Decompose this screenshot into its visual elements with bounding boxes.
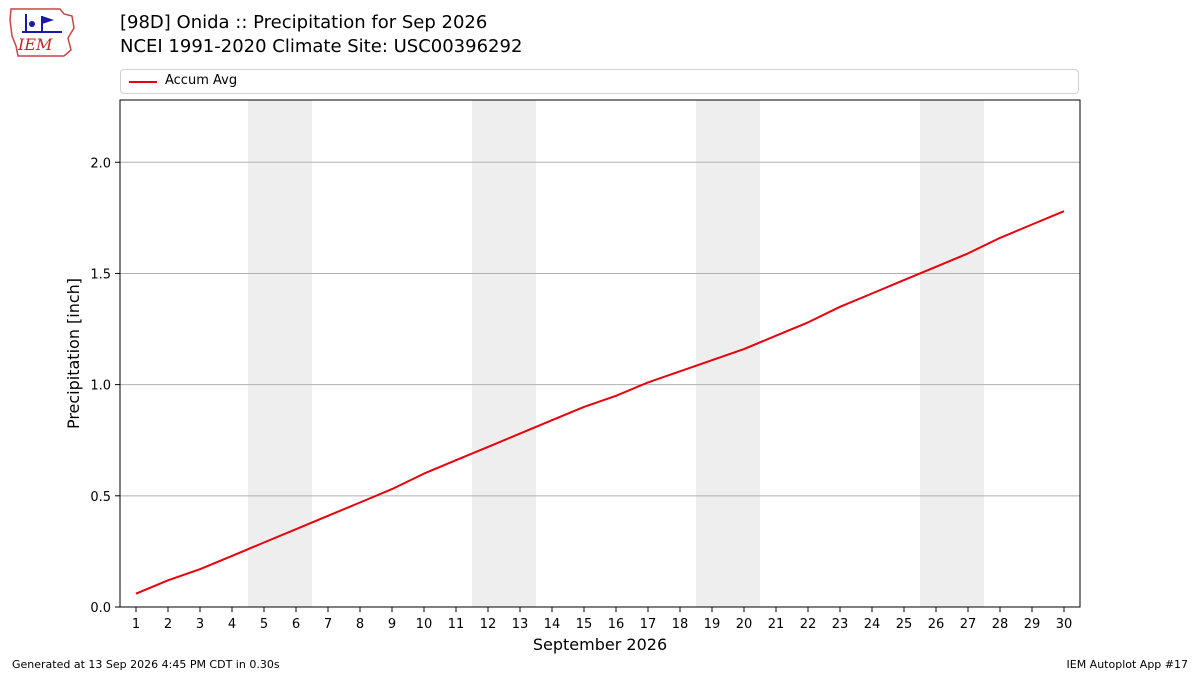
legend-label: Accum Avg xyxy=(165,73,238,88)
x-tick-label: 1 xyxy=(132,617,140,632)
x-tick-label: 15 xyxy=(576,617,593,632)
data-point xyxy=(743,348,745,350)
legend: Accum Avg xyxy=(120,69,1079,94)
footer-app-label: IEM Autoplot App #17 xyxy=(1066,658,1189,671)
data-point xyxy=(1063,210,1065,212)
x-tick-label: 3 xyxy=(196,617,204,632)
data-point xyxy=(391,488,393,490)
data-point xyxy=(903,279,905,281)
data-point xyxy=(295,528,297,530)
x-tick-label: 11 xyxy=(448,617,465,632)
y-tick-label: 1.5 xyxy=(90,267,111,282)
weekend-band xyxy=(472,100,536,607)
x-tick-label: 20 xyxy=(736,617,753,632)
weekend-band xyxy=(920,100,984,607)
x-axis-label: September 2026 xyxy=(533,635,667,654)
x-tick-label: 16 xyxy=(608,617,625,632)
data-point xyxy=(1031,224,1033,226)
y-tick-label: 0.0 xyxy=(90,601,111,616)
x-tick-label: 25 xyxy=(896,617,913,632)
chart-subtitle: NCEI 1991-2020 Climate Site: USC00396292 xyxy=(120,36,523,57)
data-point xyxy=(167,579,169,581)
data-point xyxy=(615,395,617,397)
data-point xyxy=(775,335,777,337)
x-tick-label: 2 xyxy=(164,617,172,632)
x-tick-label: 6 xyxy=(292,617,300,632)
data-point xyxy=(263,542,265,544)
data-point xyxy=(455,459,457,461)
x-tick-label: 10 xyxy=(416,617,433,632)
data-point xyxy=(711,359,713,361)
x-tick-label: 23 xyxy=(832,617,849,632)
x-tick-label: 8 xyxy=(356,617,364,632)
x-tick-label: 19 xyxy=(704,617,721,632)
x-tick-label: 22 xyxy=(800,617,817,632)
svg-text:IEM: IEM xyxy=(17,35,53,54)
x-tick-label: 29 xyxy=(1024,617,1041,632)
series-line xyxy=(135,210,1065,595)
data-point xyxy=(487,446,489,448)
data-point xyxy=(135,593,137,595)
data-point xyxy=(999,237,1001,239)
plot-frame xyxy=(119,99,1081,608)
x-tick-label: 26 xyxy=(928,617,945,632)
x-tick-label: 17 xyxy=(640,617,657,632)
x-tick-label: 7 xyxy=(324,617,332,632)
y-tick-label: 0.5 xyxy=(90,490,111,505)
x-tick-label: 28 xyxy=(992,617,1009,632)
data-point xyxy=(839,306,841,308)
x-tick-label: 14 xyxy=(544,617,561,632)
x-tick-label: 18 xyxy=(672,617,689,632)
x-tick-label: 12 xyxy=(480,617,497,632)
weekend-band xyxy=(248,100,312,607)
x-tick-label: 5 xyxy=(260,617,268,632)
data-point xyxy=(647,381,649,383)
data-point xyxy=(807,321,809,323)
chart-title: [98D] Onida :: Precipitation for Sep 202… xyxy=(120,12,488,33)
y-axis-label: Precipitation [inch] xyxy=(64,278,83,429)
x-tick-label: 4 xyxy=(228,617,236,632)
data-point xyxy=(359,501,361,503)
y-tick-label: 2.0 xyxy=(90,156,111,171)
x-tick-label: 9 xyxy=(388,617,396,632)
data-point xyxy=(871,292,873,294)
legend-swatch xyxy=(129,81,157,83)
data-point xyxy=(551,419,553,421)
x-tick-label: 24 xyxy=(864,617,881,632)
data-point xyxy=(679,370,681,372)
footer-generated-text: Generated at 13 Sep 2026 4:45 PM CDT in … xyxy=(12,658,280,671)
data-point xyxy=(199,568,201,570)
weekend-band xyxy=(696,100,760,607)
data-point xyxy=(327,515,329,517)
x-tick-label: 21 xyxy=(768,617,785,632)
iem-logo: IEM xyxy=(9,8,75,57)
data-point xyxy=(967,252,969,254)
data-point xyxy=(231,555,233,557)
x-tick-label: 13 xyxy=(512,617,529,632)
data-point xyxy=(583,406,585,408)
x-tick-label: 27 xyxy=(960,617,977,632)
data-point xyxy=(935,266,937,268)
y-tick-label: 1.0 xyxy=(90,379,111,394)
data-point xyxy=(423,473,425,475)
data-point xyxy=(519,433,521,435)
x-tick-label: 30 xyxy=(1056,617,1073,632)
